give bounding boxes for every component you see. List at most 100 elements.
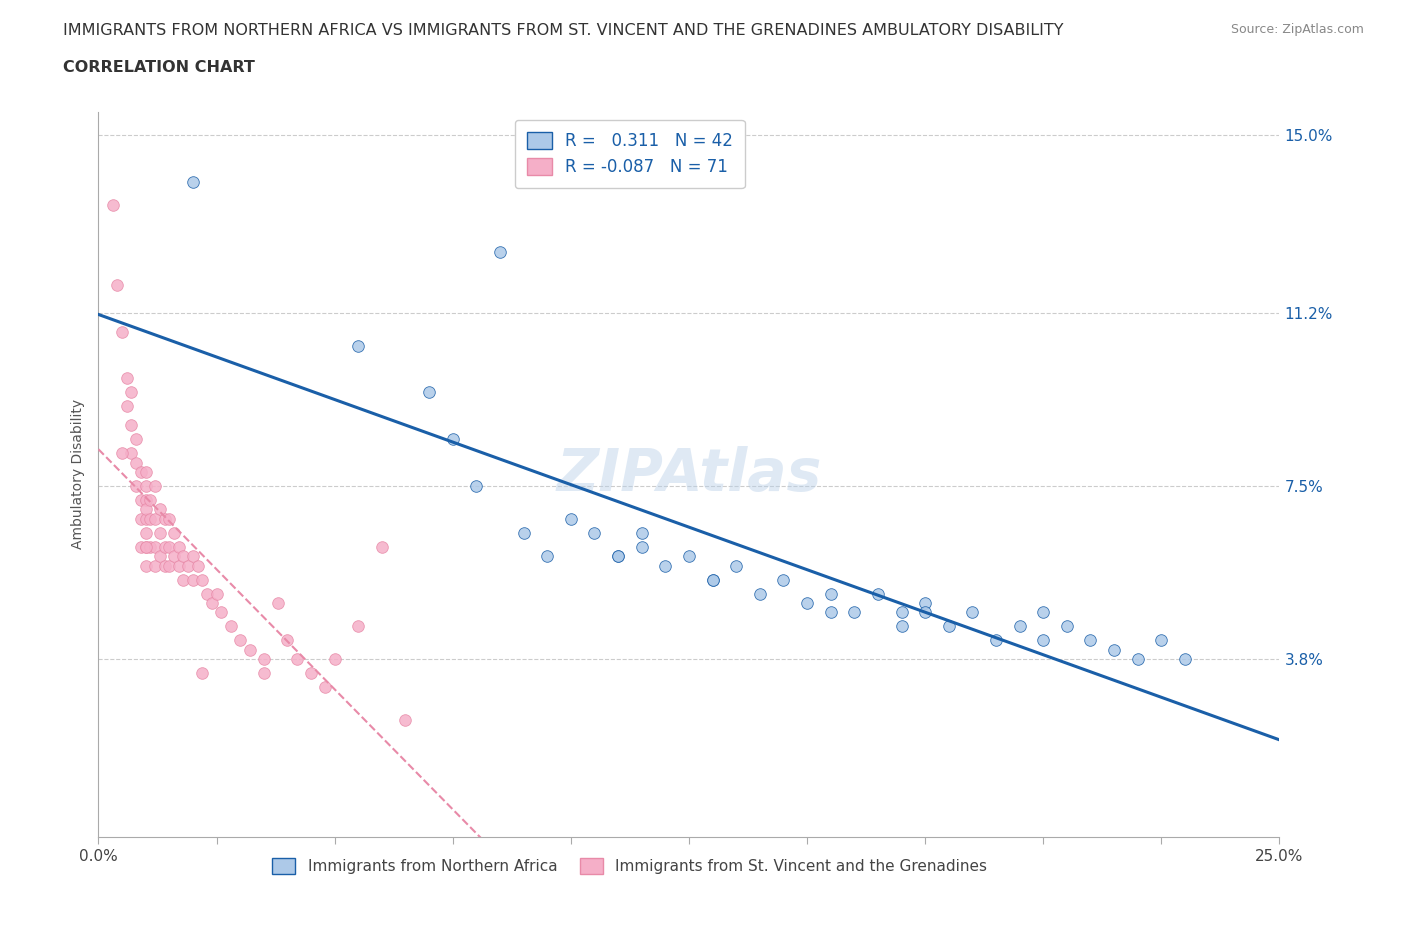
Point	[314, 680, 336, 695]
Point	[105, 277, 128, 292]
Point	[725, 558, 748, 573]
Point	[219, 619, 242, 634]
Point	[1032, 633, 1054, 648]
Point	[163, 525, 186, 540]
Point	[844, 604, 866, 619]
Point	[135, 525, 157, 540]
Point	[1032, 604, 1054, 619]
Point	[143, 479, 166, 494]
Point	[195, 586, 218, 601]
Point	[129, 512, 152, 526]
Point	[1080, 633, 1102, 648]
Text: Source: ZipAtlas.com: Source: ZipAtlas.com	[1230, 23, 1364, 36]
Point	[191, 572, 214, 587]
Point	[678, 549, 700, 564]
Point	[1174, 652, 1197, 667]
Point	[347, 339, 370, 353]
Point	[239, 643, 262, 658]
Point	[371, 539, 394, 554]
Point	[187, 558, 209, 573]
Point	[276, 633, 298, 648]
Point	[890, 619, 912, 634]
Y-axis label: Ambulatory Disability: Ambulatory Disability	[70, 399, 84, 550]
Point	[205, 586, 228, 601]
Point	[1126, 652, 1149, 667]
Point	[820, 604, 842, 619]
Point	[111, 325, 134, 339]
Point	[129, 493, 152, 508]
Point	[115, 371, 138, 386]
Point	[172, 549, 194, 564]
Point	[1150, 633, 1173, 648]
Point	[772, 572, 794, 587]
Point	[512, 525, 534, 540]
Point	[229, 633, 252, 648]
Point	[149, 525, 172, 540]
Point	[153, 558, 176, 573]
Point	[267, 595, 290, 610]
Point	[181, 572, 204, 587]
Point	[702, 572, 724, 587]
Point	[111, 445, 134, 460]
Point	[796, 595, 818, 610]
Point	[866, 586, 889, 601]
Point	[129, 539, 152, 554]
Point	[630, 539, 652, 554]
Point	[465, 479, 488, 494]
Point	[121, 385, 143, 400]
Point	[143, 512, 166, 526]
Point	[167, 558, 190, 573]
Point	[209, 604, 232, 619]
Point	[820, 586, 842, 601]
Point	[181, 174, 204, 189]
Point	[125, 455, 148, 470]
Point	[135, 479, 157, 494]
Point	[748, 586, 770, 601]
Point	[890, 604, 912, 619]
Point	[253, 652, 276, 667]
Point	[536, 549, 558, 564]
Point	[125, 432, 148, 446]
Text: IMMIGRANTS FROM NORTHERN AFRICA VS IMMIGRANTS FROM ST. VINCENT AND THE GRENADINE: IMMIGRANTS FROM NORTHERN AFRICA VS IMMIG…	[63, 23, 1064, 38]
Point	[135, 539, 157, 554]
Point	[172, 572, 194, 587]
Point	[394, 712, 416, 727]
Point	[153, 539, 176, 554]
Point	[347, 619, 370, 634]
Point	[135, 539, 157, 554]
Point	[149, 502, 172, 517]
Point	[149, 549, 172, 564]
Point	[153, 512, 176, 526]
Point	[191, 666, 214, 681]
Point	[167, 539, 190, 554]
Text: ZIPAtlas: ZIPAtlas	[557, 445, 821, 503]
Point	[253, 666, 276, 681]
Point	[125, 479, 148, 494]
Point	[1008, 619, 1031, 634]
Point	[135, 502, 157, 517]
Point	[135, 493, 157, 508]
Point	[285, 652, 308, 667]
Point	[101, 198, 124, 213]
Point	[560, 512, 582, 526]
Point	[143, 539, 166, 554]
Point	[121, 418, 143, 432]
Point	[489, 245, 512, 259]
Point	[157, 558, 180, 573]
Point	[962, 604, 984, 619]
Point	[201, 595, 224, 610]
Point	[914, 595, 936, 610]
Point	[1056, 619, 1078, 634]
Point	[143, 558, 166, 573]
Point	[441, 432, 464, 446]
Point	[702, 572, 724, 587]
Text: CORRELATION CHART: CORRELATION CHART	[63, 60, 254, 75]
Point	[157, 539, 180, 554]
Point	[607, 549, 630, 564]
Point	[583, 525, 606, 540]
Point	[938, 619, 960, 634]
Point	[121, 445, 143, 460]
Point	[129, 464, 152, 479]
Point	[135, 464, 157, 479]
Point	[299, 666, 322, 681]
